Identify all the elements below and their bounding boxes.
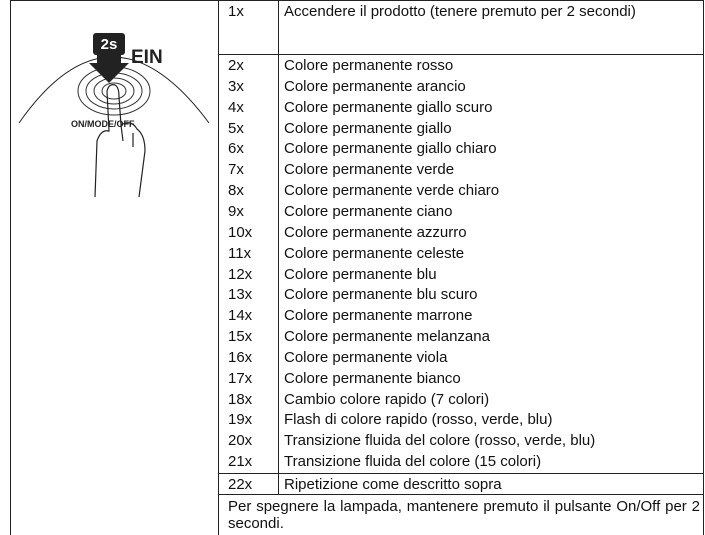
border	[218, 494, 704, 495]
illustration: 2s EIN ON/MODE/OFF	[18, 33, 210, 198]
description: Transizione fluida del colore (rosso, ve…	[284, 432, 596, 450]
border	[703, 0, 704, 535]
border	[278, 0, 279, 494]
count: 12x	[228, 265, 253, 283]
arrow	[89, 51, 129, 83]
count: 1x	[228, 3, 244, 20]
description: Flash di colore rapido (rosso, verde, bl…	[284, 411, 553, 429]
button-label: ON/MODE/OFF	[71, 119, 135, 129]
count: 20x	[228, 432, 253, 450]
description: Colore permanente ciano	[284, 202, 453, 220]
description: Colore permanente verde chiaro	[284, 182, 500, 200]
footer: Per spegnere la lampada, mantenere premu…	[228, 498, 700, 532]
description: Colore permanente blu scuro	[284, 286, 478, 304]
description: Colore permanente arancio	[284, 77, 466, 95]
description: Colore permanente bianco	[284, 369, 461, 387]
count: 6x	[228, 140, 244, 158]
description: Colore permanente giallo chiaro	[284, 140, 497, 158]
count: 21x	[228, 453, 253, 471]
count: 22x	[228, 476, 253, 493]
description: Accendere il prodotto (tenere premuto pe…	[284, 3, 636, 20]
finger	[94, 84, 146, 198]
count: 7x	[228, 161, 244, 179]
count: 13x	[228, 286, 253, 304]
count: 18x	[228, 390, 253, 408]
border	[218, 473, 704, 474]
border	[218, 0, 219, 535]
border	[10, 0, 704, 1]
description: Colore permanente rosso	[284, 57, 454, 74]
description: Colore permanente marrone	[284, 307, 473, 325]
count: 8x	[228, 182, 244, 200]
description: Colore permanente verde	[284, 161, 455, 179]
ring	[101, 82, 127, 100]
description: Colore permanente giallo	[284, 119, 452, 137]
description: Transizione fluida del colore (15 colori…	[284, 453, 542, 471]
description: Colore permanente celeste	[284, 244, 465, 262]
count: 14x	[228, 307, 253, 325]
description: Ripetizione come descritto sopra	[284, 476, 502, 493]
count: 15x	[228, 328, 253, 346]
count: 17x	[228, 369, 253, 387]
description: Colore permanente melanzana	[284, 328, 490, 346]
description: Colore permanente azzurro	[284, 223, 467, 241]
count: 2x	[228, 57, 244, 74]
ein-label: EIN	[131, 47, 163, 68]
badge-text: 2s	[101, 36, 118, 53]
count: 16x	[228, 348, 253, 366]
count: 9x	[228, 202, 244, 220]
description: Colore permanente blu	[284, 265, 437, 283]
count: 3x	[228, 77, 244, 95]
description: Colore permanente giallo scuro	[284, 98, 493, 116]
ring	[93, 77, 135, 105]
badge	[93, 33, 125, 55]
count: 4x	[228, 98, 244, 116]
count: 19x	[228, 411, 253, 429]
description: Cambio colore rapido (7 colori)	[284, 390, 490, 408]
count: 11x	[228, 244, 252, 262]
border	[10, 0, 11, 535]
description: Colore permanente viola	[284, 348, 448, 366]
border	[218, 54, 704, 55]
count: 5x	[228, 119, 244, 137]
count: 10x	[228, 223, 253, 241]
